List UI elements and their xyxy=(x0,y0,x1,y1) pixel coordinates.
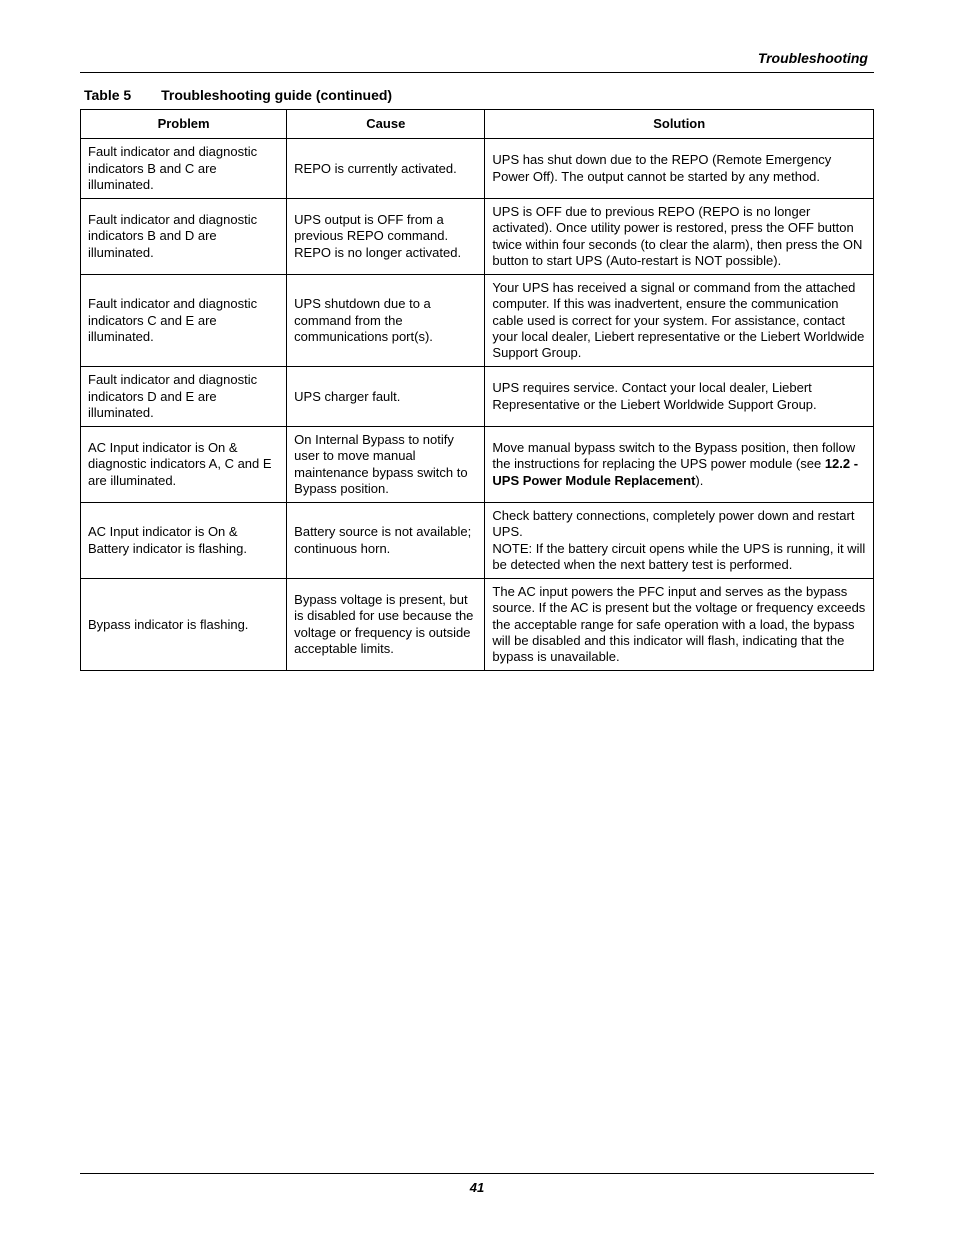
cell-solution: The AC input powers the PFC input and se… xyxy=(485,579,874,671)
table-row: Fault indicator and diagnostic indicator… xyxy=(81,139,874,199)
troubleshooting-table: Problem Cause Solution Fault indicator a… xyxy=(80,109,874,671)
table-header-row: Problem Cause Solution xyxy=(81,110,874,139)
solution-post: ). xyxy=(695,473,703,488)
header-section-title: Troubleshooting xyxy=(80,50,874,66)
table-row: AC Input indicator is On & Battery indic… xyxy=(81,503,874,579)
footer-rule xyxy=(80,1173,874,1174)
col-header-cause: Cause xyxy=(287,110,485,139)
cell-solution: Check battery connections, completely po… xyxy=(485,503,874,579)
cell-cause: On Internal Bypass to notify user to mov… xyxy=(287,427,485,503)
solution-line2: NOTE: If the battery circuit opens while… xyxy=(492,541,865,572)
page-footer: 41 xyxy=(80,1173,874,1195)
table-label: Table 5 xyxy=(84,87,131,103)
page-number: 41 xyxy=(80,1180,874,1195)
cell-problem: Fault indicator and diagnostic indicator… xyxy=(81,199,287,275)
cell-solution: UPS has shut down due to the REPO (Remot… xyxy=(485,139,874,199)
cell-cause: REPO is currently activated. xyxy=(287,139,485,199)
table-caption-text: Troubleshooting guide (continued) xyxy=(161,87,392,103)
table-row: Fault indicator and diagnostic indicator… xyxy=(81,367,874,427)
table-row: AC Input indicator is On & diagnostic in… xyxy=(81,427,874,503)
solution-pre: Move manual bypass switch to the Bypass … xyxy=(492,440,855,471)
cell-cause: Battery source is not available; continu… xyxy=(287,503,485,579)
cell-problem: AC Input indicator is On & Battery indic… xyxy=(81,503,287,579)
col-header-solution: Solution xyxy=(485,110,874,139)
page: Troubleshooting Table 5 Troubleshooting … xyxy=(0,0,954,1235)
cell-cause: UPS shutdown due to a command from the c… xyxy=(287,275,485,367)
cell-problem: Fault indicator and diagnostic indicator… xyxy=(81,275,287,367)
table-caption: Table 5 Troubleshooting guide (continued… xyxy=(84,87,874,103)
table-row: Bypass indicator is flashing. Bypass vol… xyxy=(81,579,874,671)
col-header-problem: Problem xyxy=(81,110,287,139)
cell-problem: Bypass indicator is flashing. xyxy=(81,579,287,671)
table-row: Fault indicator and diagnostic indicator… xyxy=(81,199,874,275)
cell-solution: UPS requires service. Contact your local… xyxy=(485,367,874,427)
cell-cause: UPS output is OFF from a previous REPO c… xyxy=(287,199,485,275)
cell-solution: UPS is OFF due to previous REPO (REPO is… xyxy=(485,199,874,275)
cell-solution: Your UPS has received a signal or comman… xyxy=(485,275,874,367)
cell-solution: Move manual bypass switch to the Bypass … xyxy=(485,427,874,503)
table-row: Fault indicator and diagnostic indicator… xyxy=(81,275,874,367)
cell-problem: Fault indicator and diagnostic indicator… xyxy=(81,367,287,427)
header-rule xyxy=(80,72,874,73)
cell-cause: UPS charger fault. xyxy=(287,367,485,427)
cell-problem: Fault indicator and diagnostic indicator… xyxy=(81,139,287,199)
cell-problem: AC Input indicator is On & diagnostic in… xyxy=(81,427,287,503)
solution-line1: Check battery connections, completely po… xyxy=(492,508,854,539)
cell-cause: Bypass voltage is present, but is disabl… xyxy=(287,579,485,671)
